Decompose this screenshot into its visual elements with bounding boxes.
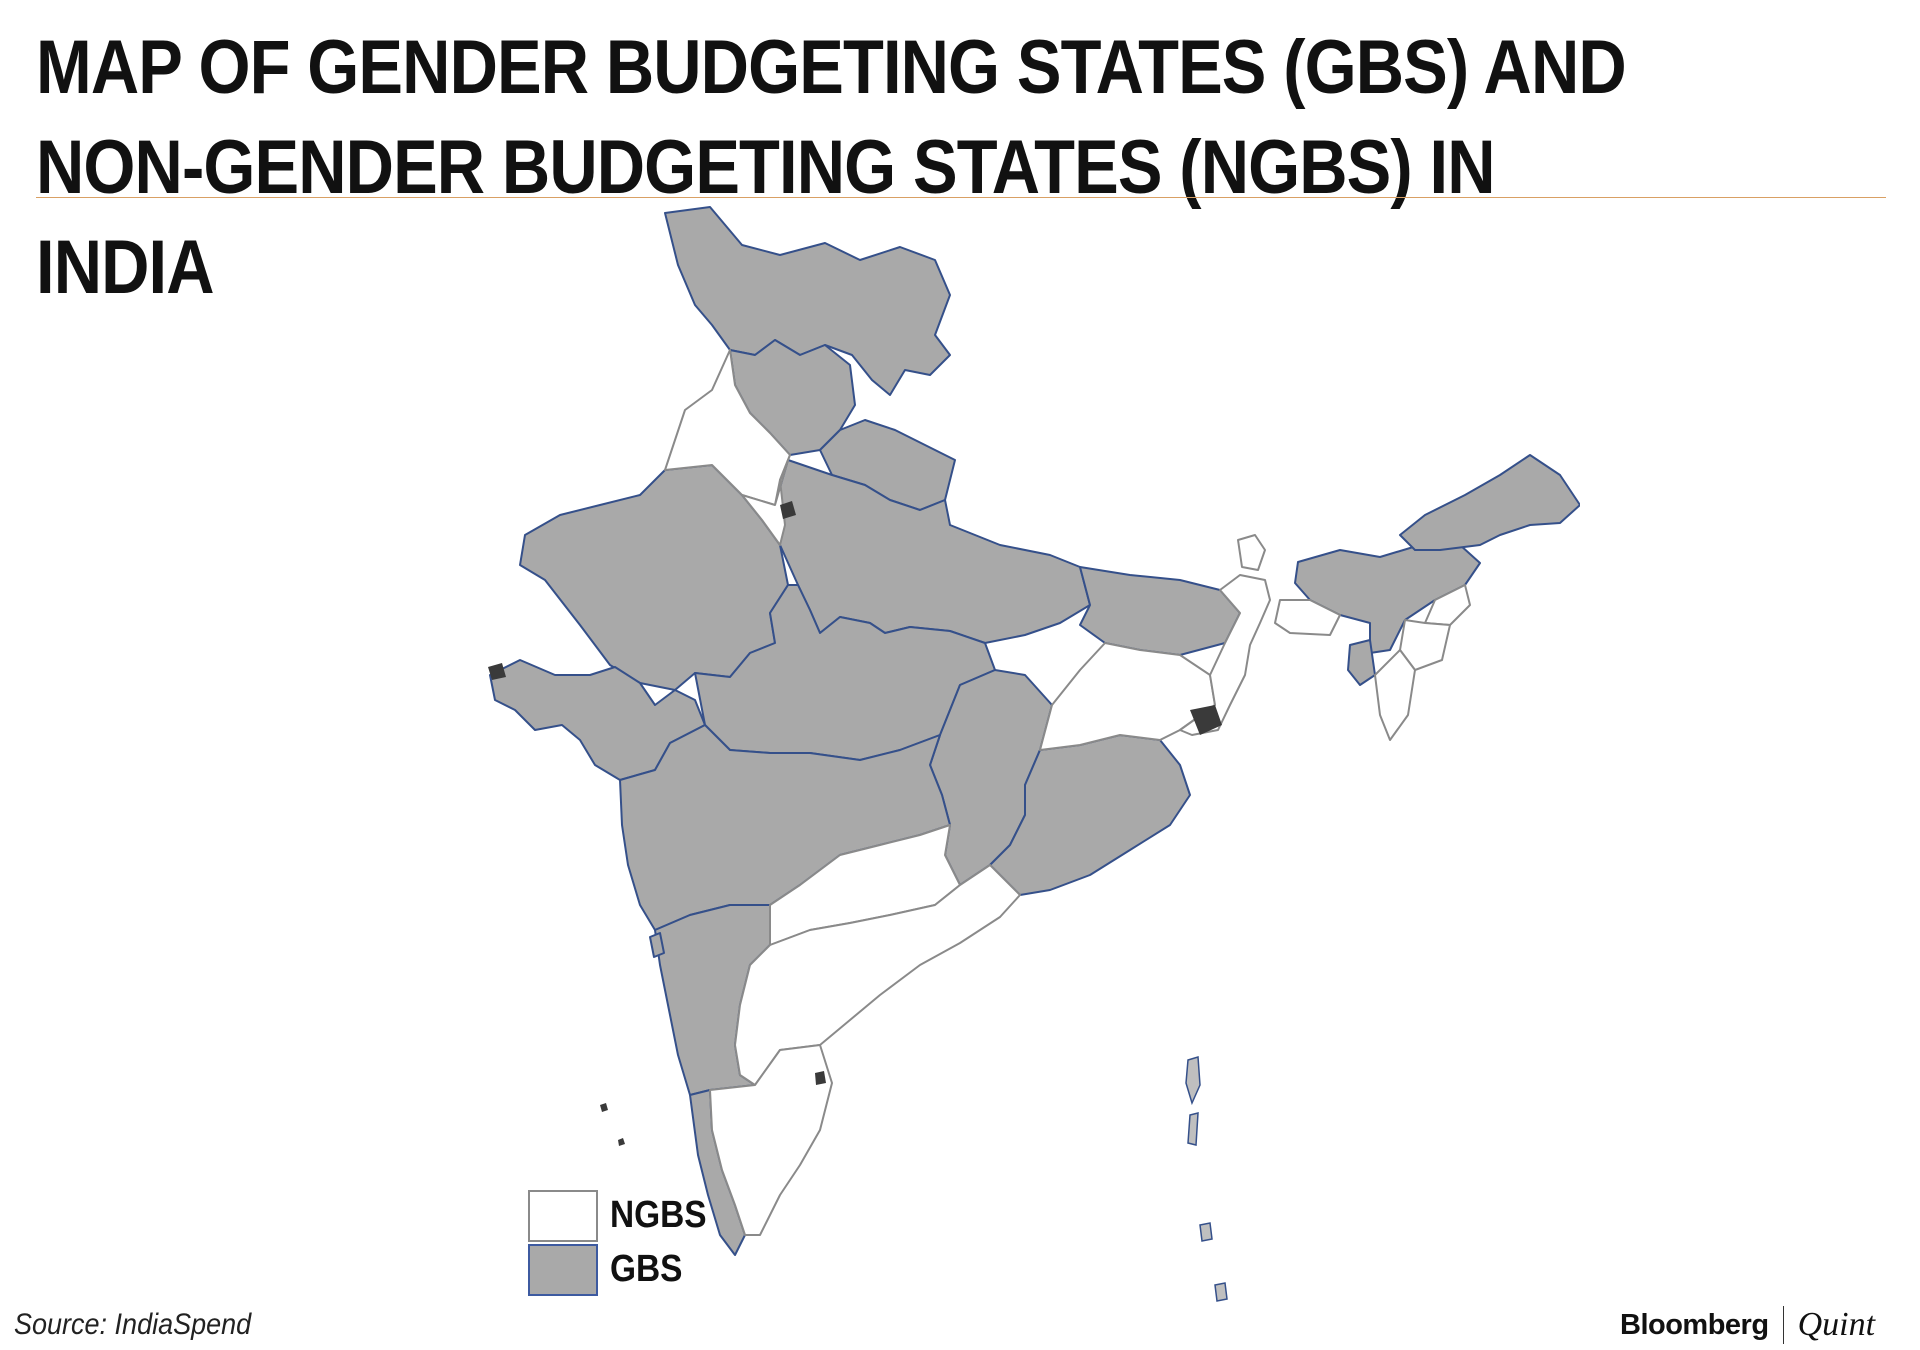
legend-swatch-ngbs [528, 1190, 598, 1242]
region-west-bengal [1179, 574, 1271, 736]
region-arunachal-pradesh [1399, 454, 1580, 551]
ut-nicobar-1 [1199, 1222, 1213, 1242]
region-mizoram [1374, 649, 1416, 741]
brand-separator [1782, 1306, 1784, 1344]
legend-swatch-gbs [528, 1244, 598, 1296]
region-tamil-nadu [709, 1044, 833, 1236]
brand-secondary: Quint [1797, 1306, 1876, 1343]
region-tripura [1347, 639, 1376, 686]
source-note: Source: IndiaSpend [14, 1308, 252, 1341]
legend-label-gbs: GBS [610, 1248, 683, 1290]
ut-diu [488, 663, 506, 680]
ut-lakshadweep-1 [600, 1103, 608, 1112]
ut-kolkata-delta [1190, 705, 1222, 735]
ut-lakshadweep-2 [618, 1138, 625, 1146]
legend-label-ngbs: NGBS [610, 1194, 707, 1236]
region-meghalaya [1274, 599, 1341, 636]
region-haryana [741, 454, 791, 546]
title-line-1: MAP OF GENDER BUDGETING STATES (GBS) AND [36, 25, 1627, 110]
india-map [488, 206, 1580, 1302]
ut-delhi [780, 501, 796, 519]
title-divider [36, 197, 1886, 198]
region-bihar [1079, 566, 1241, 656]
region-goa [649, 932, 665, 958]
brand-primary: Bloomberg [1620, 1308, 1769, 1341]
brand-logo: Bloomberg Quint [1620, 1303, 1875, 1347]
region-andhra-pradesh [734, 864, 1021, 1086]
ut-nicobar-2 [1214, 1282, 1228, 1302]
ut-puducherry [815, 1071, 826, 1085]
legend-item-ngbs: NGBS [528, 1190, 868, 1242]
ut-andaman-1 [1185, 1056, 1201, 1106]
title-line-2: NON-GENDER BUDGETING STATES (NGBS) IN IN… [36, 125, 1496, 310]
legend-item-gbs: GBS [528, 1244, 868, 1296]
ut-andaman-2 [1187, 1112, 1199, 1146]
region-sikkim [1237, 534, 1266, 571]
region-nagaland [1424, 584, 1471, 626]
map-title: MAP OF GENDER BUDGETING STATES (GBS) AND… [36, 18, 1673, 318]
